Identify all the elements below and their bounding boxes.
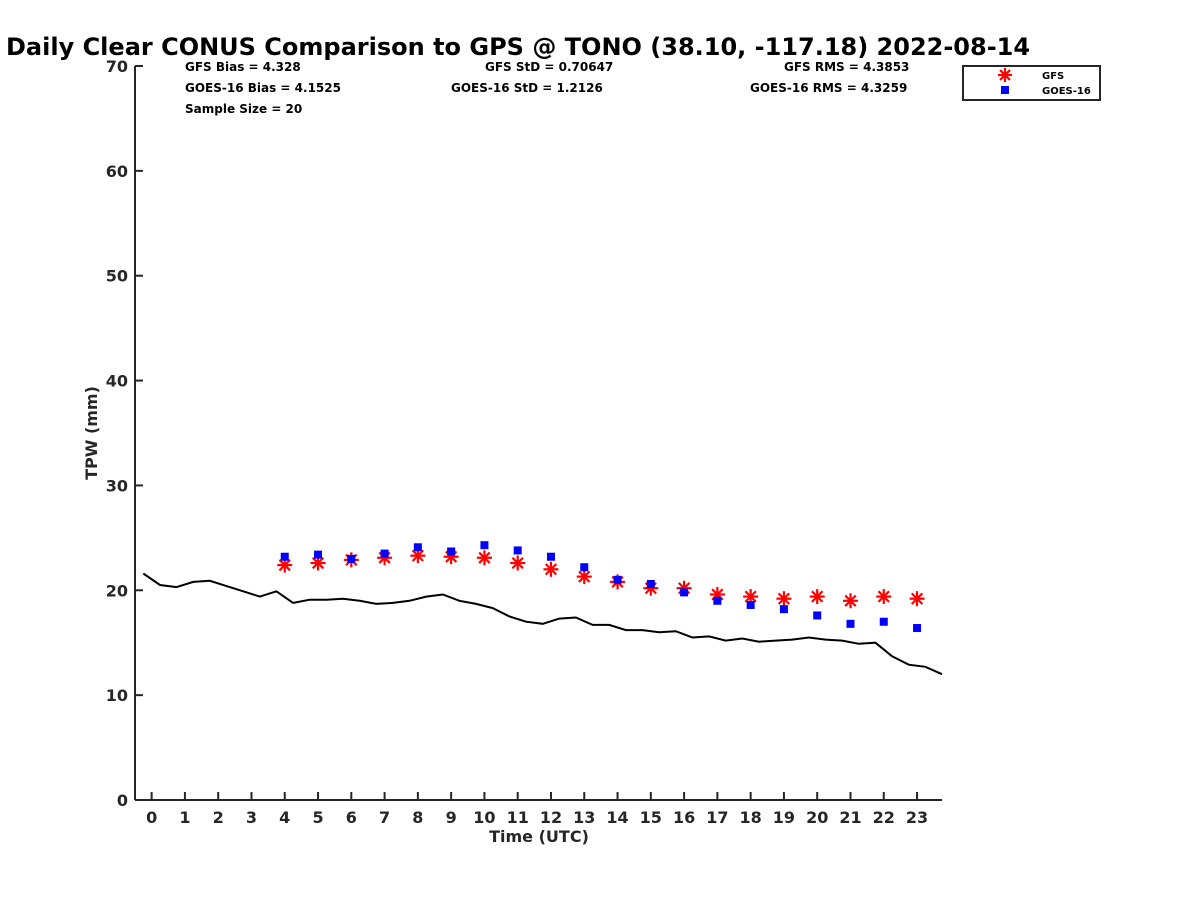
goes-point-8 (413, 543, 422, 552)
goes-point-15 (646, 579, 655, 588)
goes-point-9 (447, 547, 456, 556)
gfs-point-19 (776, 591, 792, 607)
stat-gfs-std: GFS StD = 0.70647 (485, 60, 613, 74)
reference-line (142, 572, 943, 676)
goes-point-19 (779, 605, 788, 614)
x-tick-label-19: 19 (773, 808, 795, 827)
goes-point-13 (580, 563, 589, 572)
x-tick-label-23: 23 (906, 808, 928, 827)
axes (134, 66, 942, 801)
legend-gfs-marker (998, 68, 1012, 82)
y-tick-label-50: 50 (106, 267, 128, 286)
y-tick-label-0: 0 (117, 791, 128, 810)
legend-goes-label: GOES-16 (1042, 86, 1091, 97)
gfs-point-13 (576, 569, 592, 585)
chart-title: Daily Clear CONUS Comparison to GPS @ TO… (6, 33, 1030, 61)
x-tick-label-16: 16 (673, 808, 695, 827)
x-tick-label-8: 8 (412, 808, 423, 827)
legend-box (962, 65, 1101, 101)
x-tick-label-9: 9 (446, 808, 457, 827)
x-tick-label-15: 15 (640, 808, 662, 827)
stat-gfs-rms: GFS RMS = 4.3853 (784, 60, 909, 74)
x-tick-label-21: 21 (839, 808, 861, 827)
y-axis-label: TPW (mm) (82, 386, 101, 480)
x-tick-label-5: 5 (312, 808, 323, 827)
x-tick-label-4: 4 (279, 808, 290, 827)
y-tick-label-30: 30 (106, 476, 128, 495)
x-tick-label-18: 18 (740, 808, 762, 827)
goes-point-20 (813, 611, 822, 620)
y-tick-label-60: 60 (106, 162, 128, 181)
stat-goes-bias: GOES-16 Bias = 4.1525 (185, 81, 341, 95)
y-tick-label-40: 40 (106, 372, 128, 391)
goes-point-12 (546, 552, 555, 561)
y-ticks: 0 10 20 30 40 50 60 70 (106, 57, 143, 810)
goes-point-4 (280, 552, 289, 561)
stat-goes-std: GOES-16 StD = 1.2126 (451, 81, 603, 95)
goes-point-6 (347, 554, 356, 563)
x-ticks: 0 1 2 3 4 5 6 7 8 9 10 11 12 13 14 15 16 17 18 19 20 21 22 23 (146, 792, 928, 827)
legend: GFS GOES-16 (962, 65, 1101, 101)
goes-point-16 (680, 588, 689, 597)
stat-gfs-bias: GFS Bias = 4.328 (185, 60, 301, 74)
goes-point-11 (513, 546, 522, 555)
legend-gfs-label: GFS (1042, 71, 1064, 82)
y-tick-label-70: 70 (106, 57, 128, 76)
x-tick-label-20: 20 (806, 808, 828, 827)
gfs-point-12 (543, 561, 559, 577)
goes-point-22 (879, 617, 888, 626)
x-tick-label-7: 7 (379, 808, 390, 827)
x-tick-label-17: 17 (706, 808, 728, 827)
stat-sample-size: Sample Size = 20 (185, 102, 302, 116)
goes-point-14 (613, 575, 622, 584)
x-tick-label-3: 3 (246, 808, 257, 827)
x-tick-label-11: 11 (507, 808, 529, 827)
goes-point-18 (746, 600, 755, 609)
x-tick-label-1: 1 (179, 808, 190, 827)
x-tick-label-2: 2 (213, 808, 224, 827)
goes-point-17 (713, 596, 722, 605)
x-tick-label-6: 6 (346, 808, 357, 827)
gfs-point-10 (476, 550, 492, 566)
goes-point-7 (380, 549, 389, 558)
x-tick-label-14: 14 (606, 808, 628, 827)
gfs-point-23 (909, 591, 925, 607)
x-tick-label-12: 12 (540, 808, 562, 827)
legend-goes-marker (1001, 86, 1009, 94)
x-tick-label-22: 22 (873, 808, 895, 827)
goes-point-5 (314, 550, 323, 559)
gfs-point-11 (510, 555, 526, 571)
goes-point-23 (913, 624, 922, 633)
goes-point-21 (846, 619, 855, 628)
series-line (142, 572, 943, 676)
stats-block: GFS Bias = 4.328 GFS StD = 0.70647 GFS R… (185, 60, 909, 116)
x-axis-label: Time (UTC) (489, 827, 589, 846)
goes-point-10 (480, 541, 489, 550)
x-tick-label-10: 10 (473, 808, 495, 827)
x-tick-label-0: 0 (146, 808, 157, 827)
x-tick-label-13: 13 (573, 808, 595, 827)
series-goes (280, 541, 922, 633)
legend-gfs-asterisk (998, 68, 1012, 82)
gfs-point-20 (809, 589, 825, 605)
y-tick-label-20: 20 (106, 581, 128, 600)
stat-goes-rms: GOES-16 RMS = 4.3259 (750, 81, 907, 95)
gfs-point-22 (876, 589, 892, 605)
gfs-point-4 (277, 557, 293, 573)
y-tick-label-10: 10 (106, 686, 128, 705)
series-gfs (277, 548, 925, 609)
gfs-point-21 (842, 593, 858, 609)
